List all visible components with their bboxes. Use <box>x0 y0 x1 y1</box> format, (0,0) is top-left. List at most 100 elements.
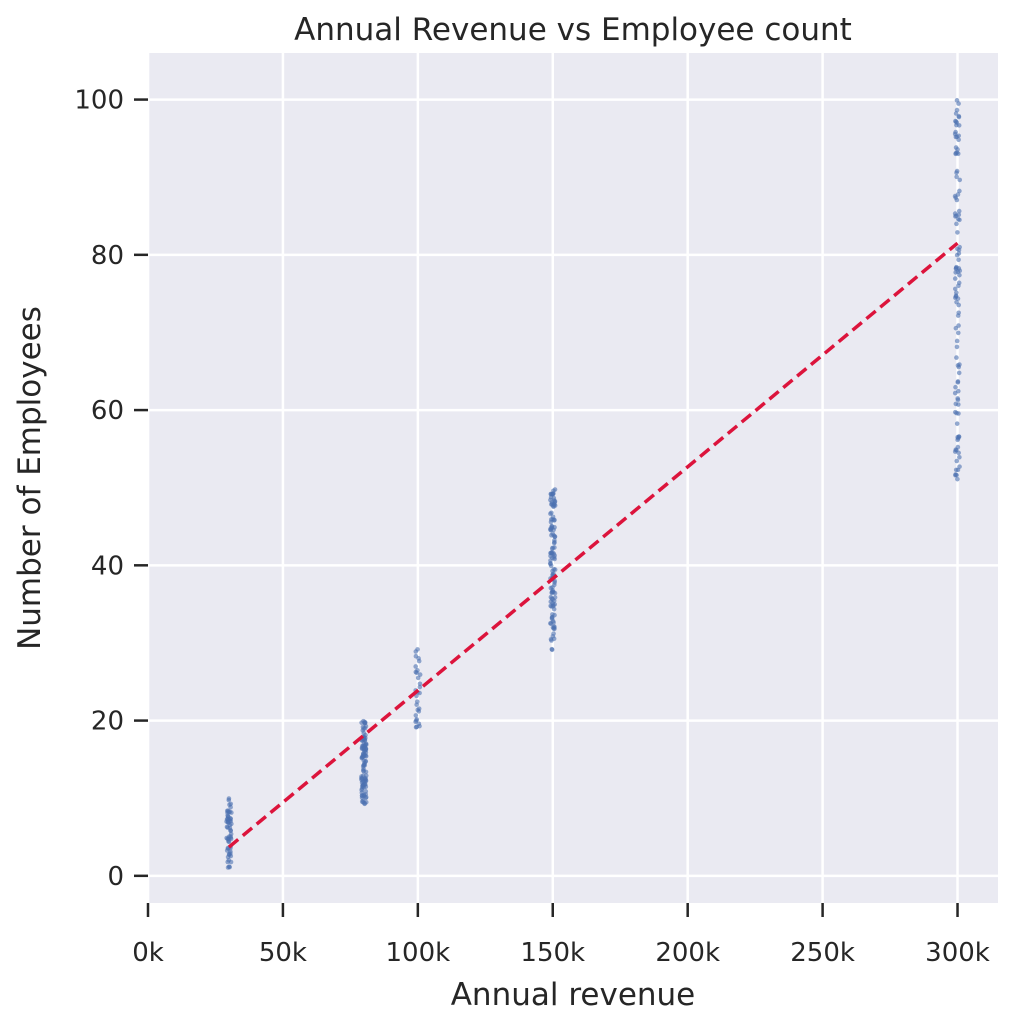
data-point <box>956 247 962 253</box>
data-point <box>415 675 421 681</box>
data-point <box>551 495 557 501</box>
data-point <box>361 758 367 764</box>
data-point <box>363 742 368 747</box>
data-point <box>361 753 367 759</box>
data-point <box>956 364 962 370</box>
data-point <box>359 793 365 799</box>
data-point <box>956 450 961 456</box>
data-point <box>954 264 959 270</box>
data-points <box>224 98 963 870</box>
data-point <box>413 649 419 654</box>
data-point <box>363 794 369 800</box>
data-point <box>956 302 962 308</box>
trend-line <box>227 241 959 849</box>
data-point <box>229 810 234 815</box>
data-point <box>363 776 368 781</box>
data-point <box>548 497 553 503</box>
data-point <box>956 280 962 286</box>
x-tick-label: 300k <box>925 938 990 968</box>
data-point <box>954 98 960 103</box>
data-point <box>227 825 233 831</box>
data-point <box>361 726 366 731</box>
data-point <box>548 594 554 600</box>
data-point <box>413 719 418 725</box>
data-point <box>956 434 962 440</box>
y-tick-label: 0 <box>107 862 124 892</box>
y-tick-label: 20 <box>91 707 124 737</box>
data-point <box>956 114 962 120</box>
data-point <box>955 467 961 473</box>
data-point <box>361 730 367 736</box>
x-tick-label: 0k <box>132 938 164 968</box>
grid-lines <box>146 53 998 903</box>
data-point <box>955 380 961 385</box>
data-point <box>416 656 421 661</box>
data-point <box>953 384 958 390</box>
data-point <box>417 684 423 690</box>
data-point <box>954 252 960 258</box>
x-tick-label: 150k <box>520 938 585 968</box>
data-point <box>549 546 555 551</box>
data-point <box>227 802 232 808</box>
data-point <box>953 295 958 301</box>
data-point <box>954 120 959 125</box>
data-point <box>225 813 230 818</box>
data-point <box>361 746 367 752</box>
data-point <box>952 286 958 292</box>
data-point <box>954 338 960 344</box>
data-point <box>957 217 962 223</box>
data-point <box>548 526 553 531</box>
data-point <box>956 370 962 376</box>
data-point <box>954 168 960 174</box>
data-point <box>957 454 962 460</box>
data-point <box>952 211 958 216</box>
data-point <box>228 816 233 821</box>
data-point <box>363 789 369 794</box>
data-point <box>549 590 555 596</box>
data-point <box>955 230 960 235</box>
data-point <box>953 270 958 275</box>
data-point <box>953 145 959 150</box>
data-point <box>551 488 556 494</box>
data-point <box>953 409 958 415</box>
data-point <box>955 151 961 157</box>
data-point <box>552 517 557 523</box>
y-tick-label: 80 <box>91 241 124 271</box>
data-point <box>956 208 962 214</box>
data-point <box>551 540 557 546</box>
data-point <box>225 865 231 870</box>
data-point <box>954 344 960 350</box>
data-point <box>552 567 558 572</box>
data-point <box>955 397 961 403</box>
data-point <box>417 672 423 677</box>
plot-background <box>148 53 998 903</box>
data-point <box>226 837 231 842</box>
data-point <box>225 859 231 865</box>
x-tick-label: 50k <box>259 938 307 968</box>
data-point <box>953 401 959 407</box>
x-tick-label: 250k <box>790 938 855 968</box>
data-point <box>228 849 233 854</box>
data-point <box>361 718 366 724</box>
data-point <box>957 177 963 183</box>
data-point <box>548 563 554 569</box>
data-point <box>362 762 368 768</box>
data-point <box>549 646 555 652</box>
data-point <box>552 534 558 539</box>
data-point <box>549 510 554 516</box>
data-point <box>550 633 556 639</box>
data-point <box>417 681 423 687</box>
data-point <box>226 796 232 801</box>
y-axis-ticks: 0 20 40 60 80 100 <box>74 86 148 892</box>
x-tick-label: 100k <box>385 938 450 968</box>
data-point <box>550 603 556 609</box>
data-point <box>359 775 364 781</box>
data-point <box>954 174 959 180</box>
data-point <box>550 549 555 555</box>
data-point <box>952 276 958 281</box>
data-point <box>954 421 960 426</box>
data-point <box>413 664 418 669</box>
data-point <box>413 713 419 718</box>
data-point <box>955 388 961 394</box>
